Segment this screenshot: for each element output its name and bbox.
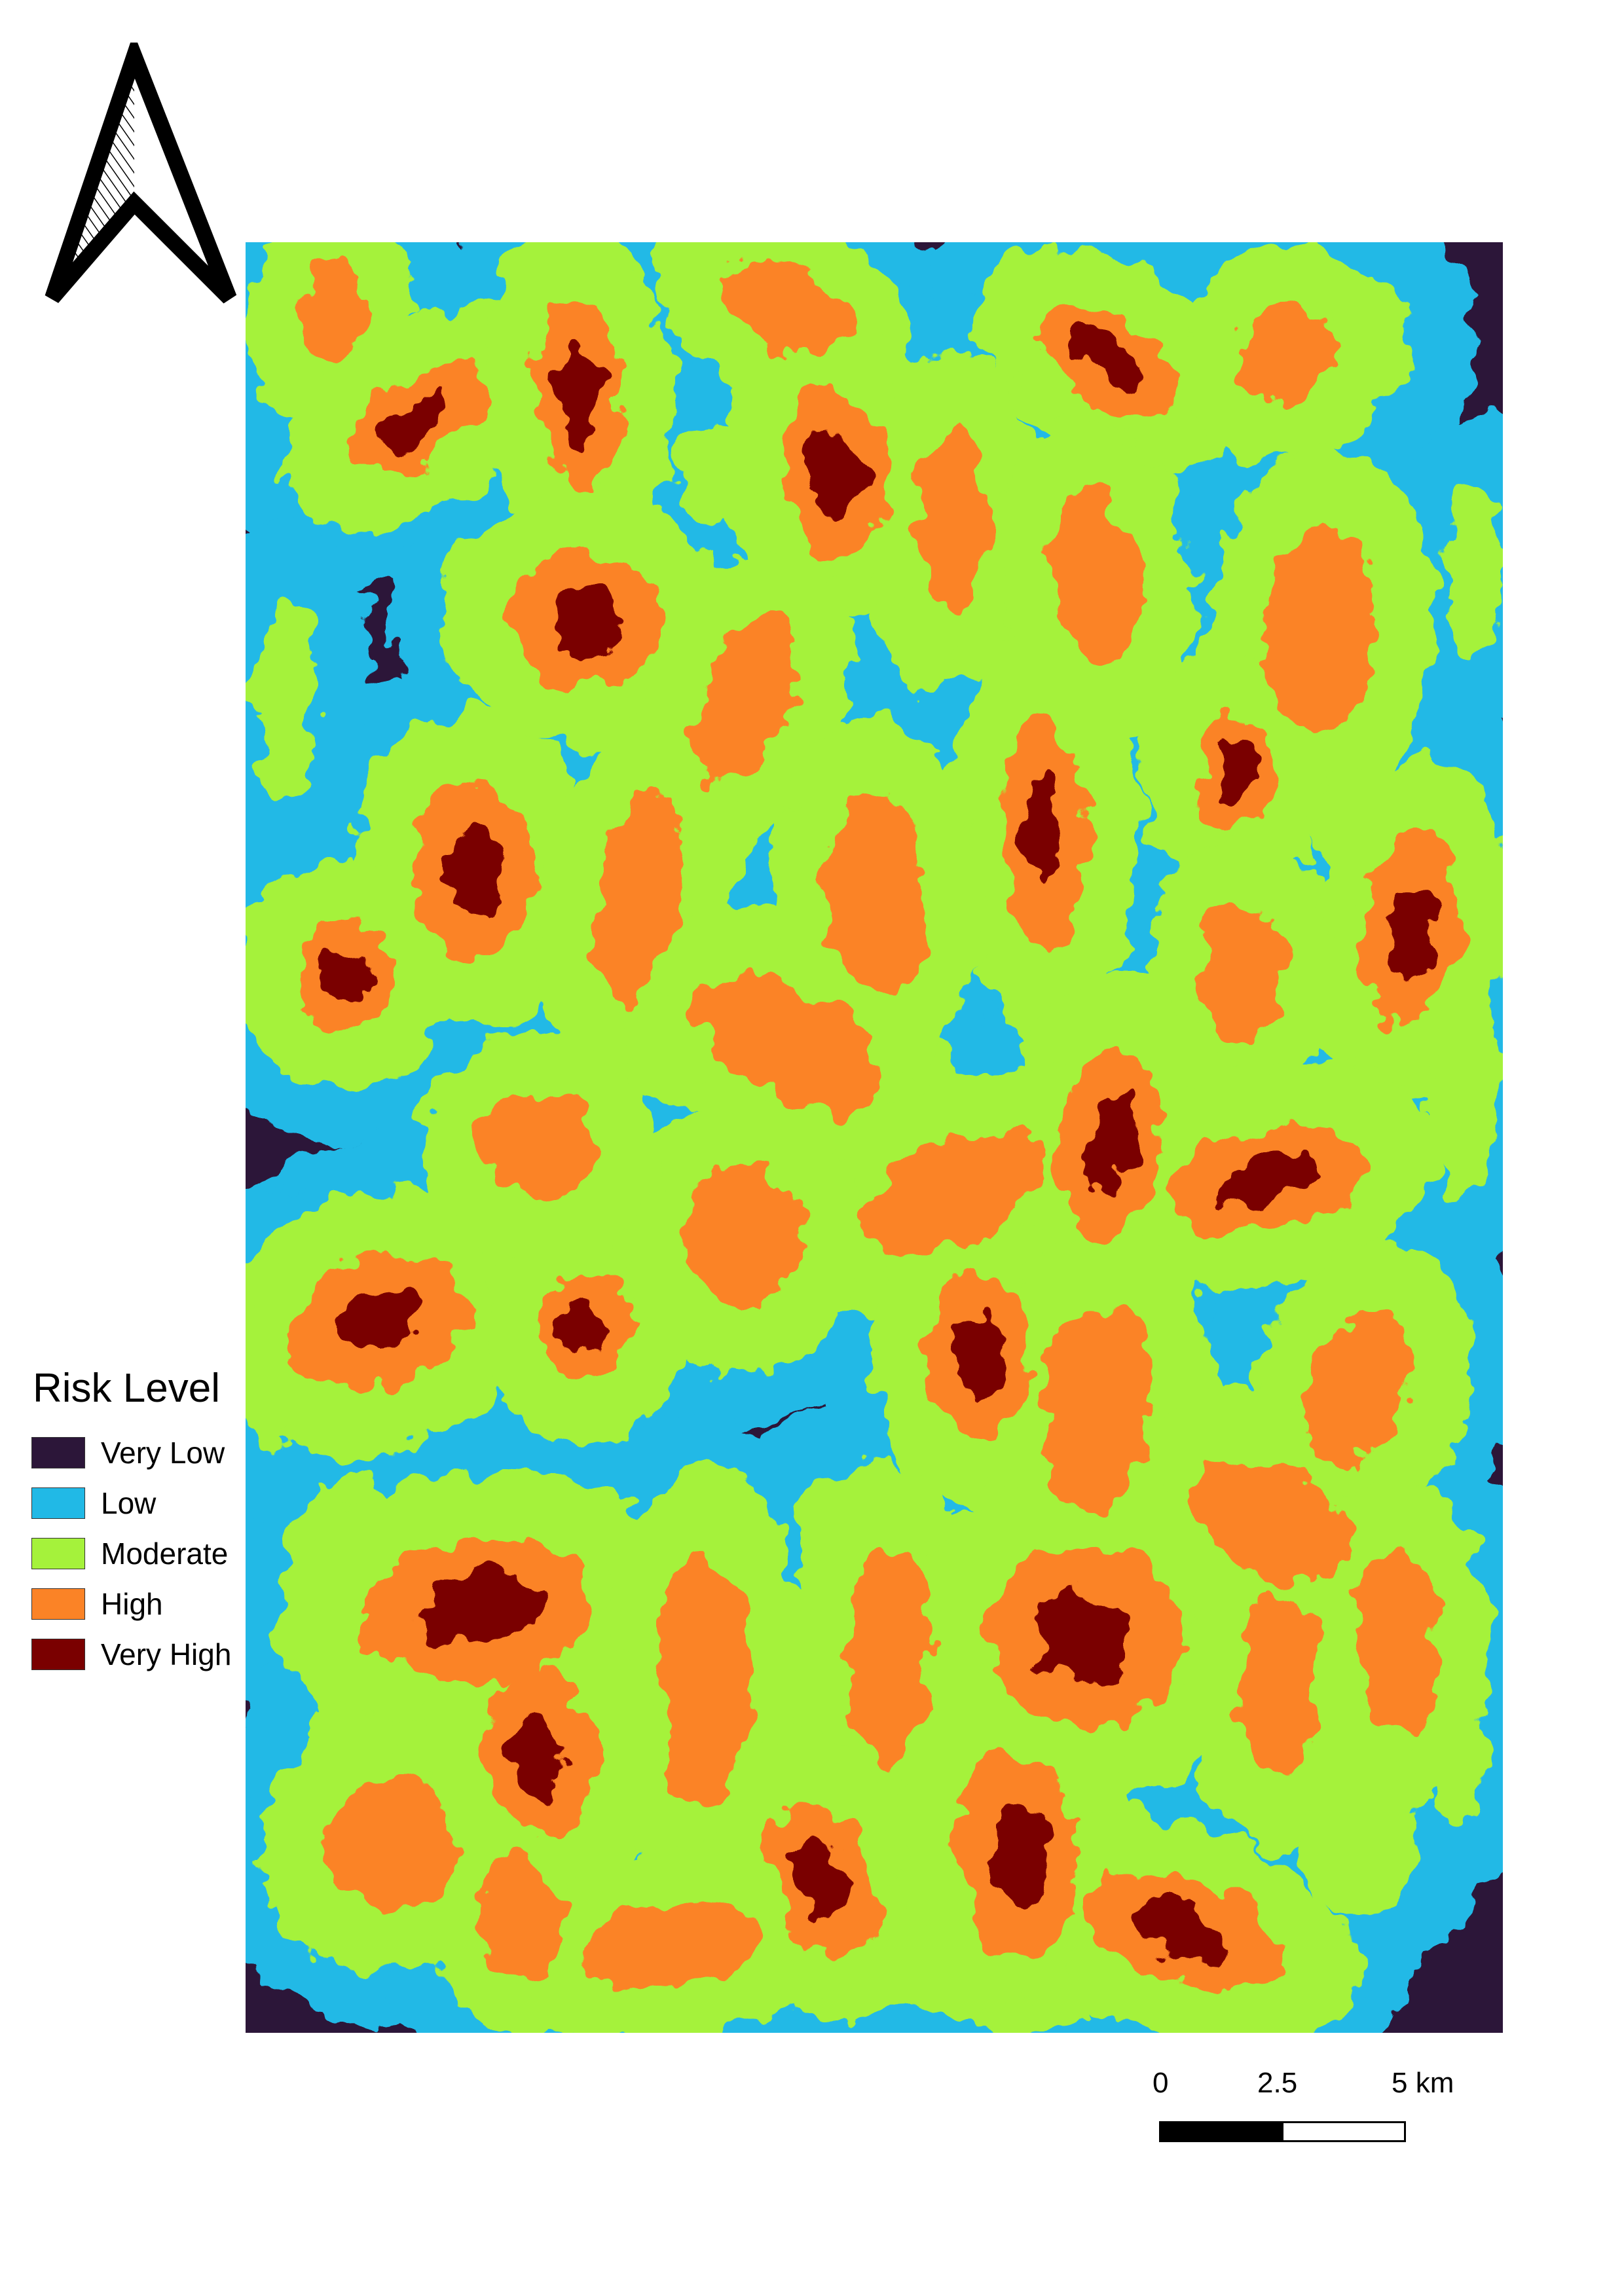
risk-patch bbox=[809, 428, 860, 515]
risk-patch bbox=[1236, 303, 1337, 404]
risk-patch bbox=[824, 796, 925, 998]
risk-patch bbox=[512, 1713, 568, 1796]
risk-patch bbox=[988, 1800, 1048, 1906]
risk-patch bbox=[445, 827, 505, 915]
scale-segment-filled bbox=[1159, 2121, 1283, 2142]
risk-patch bbox=[1264, 530, 1375, 740]
legend-item-moderate: Moderate bbox=[31, 1528, 254, 1578]
scale-tick-label: 0 bbox=[1153, 2067, 1169, 2099]
risk-patch bbox=[1301, 1749, 1416, 1917]
risk-patch bbox=[1024, 772, 1065, 891]
risk-patch bbox=[558, 344, 601, 441]
legend-swatch bbox=[31, 1537, 85, 1569]
risk-patch bbox=[1304, 1313, 1414, 1463]
legend-swatch bbox=[31, 1487, 85, 1519]
risk-patch bbox=[1084, 1097, 1135, 1194]
scale-segment-empty bbox=[1282, 2121, 1406, 2142]
scale-bar: 0 2.5 5 km bbox=[1139, 2069, 1480, 2167]
risk-patch bbox=[796, 1467, 953, 1571]
legend-title: Risk Level bbox=[33, 1366, 220, 1411]
risk-patch bbox=[422, 1573, 541, 1648]
legend-label: Low bbox=[101, 1485, 157, 1520]
risk-patch bbox=[1075, 331, 1145, 389]
risk-patch bbox=[1053, 492, 1141, 674]
risk-patch bbox=[332, 1288, 421, 1357]
risk-zone-very-high bbox=[318, 331, 1435, 1961]
risk-patch bbox=[593, 788, 684, 1006]
risk-patch bbox=[1134, 1902, 1230, 1961]
legend-label: Very High bbox=[101, 1637, 232, 1671]
risk-patch bbox=[318, 948, 369, 1003]
risk-patch bbox=[675, 424, 759, 519]
risk-patch bbox=[916, 426, 989, 609]
risk-patch bbox=[321, 1781, 458, 1911]
risk-patch bbox=[1387, 882, 1435, 977]
legend-item-low: Low bbox=[31, 1478, 254, 1528]
risk-patch bbox=[1427, 989, 1500, 1198]
risk-patch bbox=[697, 972, 881, 1110]
risk-patch bbox=[1357, 1552, 1439, 1735]
risk-patch bbox=[618, 1000, 712, 1095]
risk-patch bbox=[858, 1129, 1047, 1254]
risk-patch bbox=[1213, 742, 1255, 803]
risk-patch bbox=[1317, 769, 1401, 894]
risk-patch bbox=[479, 1859, 562, 1978]
risk-patch bbox=[846, 1551, 929, 1762]
scale-tick-label: 5 km bbox=[1392, 2067, 1454, 2099]
risk-patch bbox=[297, 264, 364, 365]
risk-patch bbox=[1239, 1591, 1321, 1774]
risk-patch bbox=[1035, 1590, 1132, 1683]
north-arrow-icon bbox=[45, 43, 237, 304]
risk-patch bbox=[563, 1302, 609, 1357]
legend-label: High bbox=[101, 1586, 163, 1621]
risk-patch bbox=[1220, 1151, 1314, 1206]
risk-patch bbox=[658, 1554, 750, 1811]
risk-patch bbox=[1190, 1455, 1344, 1582]
risk-map-canvas bbox=[246, 242, 1503, 2033]
legend-item-very-high: Very High bbox=[31, 1629, 254, 1679]
legend: Risk Level Very Low Low Moderate High Ve… bbox=[31, 1368, 254, 1679]
risk-patch bbox=[481, 1091, 600, 1201]
risk-patch bbox=[1200, 902, 1282, 1049]
legend-item-high: High bbox=[31, 1578, 254, 1629]
scale-tick-label: 2.5 bbox=[1257, 2067, 1298, 2099]
legend-swatch bbox=[31, 1436, 85, 1468]
risk-patch bbox=[580, 1901, 762, 1988]
risk-patch bbox=[953, 1314, 1005, 1396]
risk-patch bbox=[303, 1701, 397, 1795]
risk-patch bbox=[684, 1169, 803, 1306]
risk-patch bbox=[547, 589, 625, 655]
legend-swatch bbox=[31, 1638, 85, 1670]
legend-label: Moderate bbox=[101, 1536, 229, 1571]
risk-patch bbox=[1445, 486, 1503, 653]
legend-item-very-low: Very Low bbox=[31, 1427, 254, 1478]
risk-patch bbox=[382, 391, 450, 447]
risk-patch bbox=[246, 1261, 298, 1449]
risk-patch bbox=[1041, 1307, 1153, 1508]
legend-label: Very Low bbox=[101, 1435, 225, 1470]
risk-patch bbox=[1414, 1698, 1487, 1824]
risk-patch bbox=[718, 263, 847, 352]
risk-patch bbox=[794, 1841, 849, 1917]
legend-swatch bbox=[31, 1588, 85, 1620]
risk-patch bbox=[691, 617, 796, 784]
risk-patch bbox=[253, 596, 316, 805]
risk-patch bbox=[1330, 278, 1414, 403]
risk-map bbox=[246, 242, 1503, 2033]
